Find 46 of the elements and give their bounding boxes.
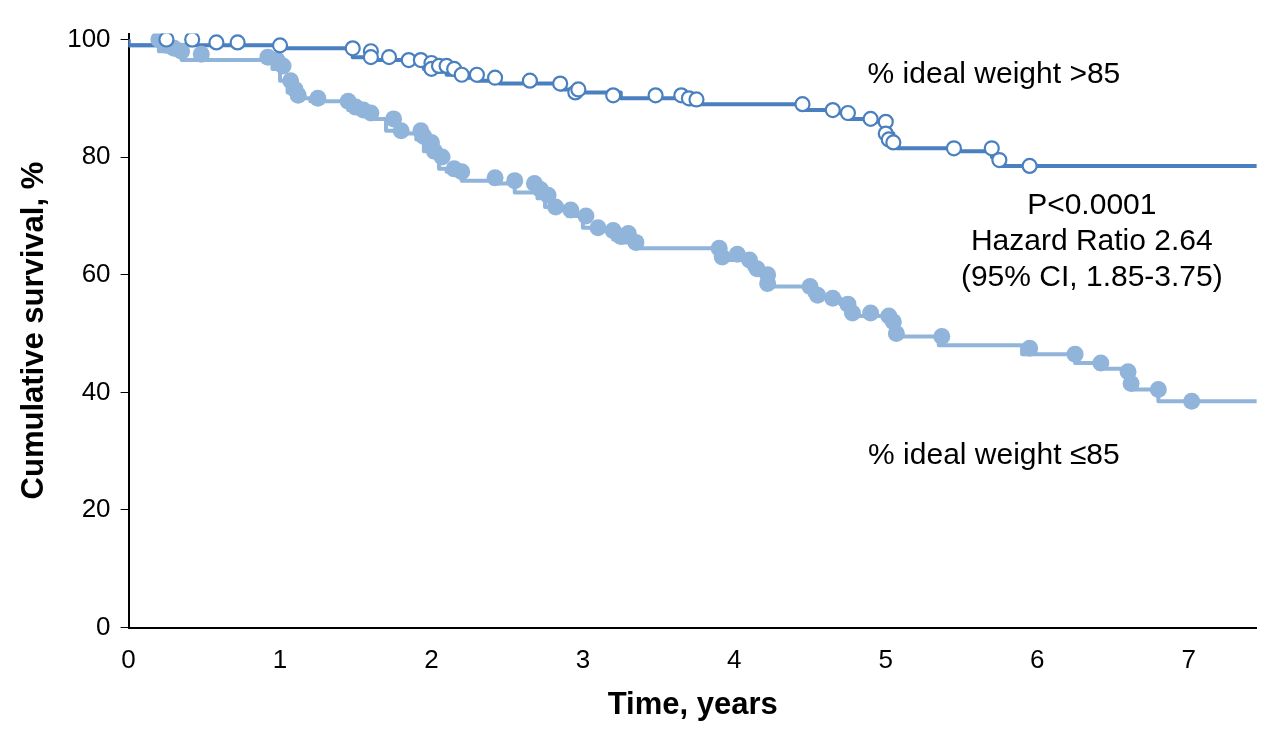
annotation: P<0.0001 xyxy=(1027,187,1157,221)
x-tick-label: 7 xyxy=(1181,644,1196,675)
x-tick-label: 3 xyxy=(575,644,591,675)
point xyxy=(362,49,379,66)
point xyxy=(839,104,857,122)
x-tick-label: 0 xyxy=(121,644,136,675)
point xyxy=(983,140,1000,157)
x-tick-label: 2 xyxy=(424,644,439,675)
point xyxy=(184,33,201,48)
y-tick-label: 40 xyxy=(81,375,111,406)
point xyxy=(552,75,569,92)
x-tick-label: 6 xyxy=(1029,644,1045,675)
point xyxy=(229,34,246,51)
point xyxy=(468,66,485,83)
point xyxy=(605,87,622,104)
y-axis-title: Cumulative survival, % xyxy=(15,161,51,500)
point xyxy=(647,87,664,104)
point xyxy=(862,110,879,127)
point xyxy=(794,96,811,113)
point xyxy=(208,34,225,51)
point xyxy=(453,66,470,83)
point xyxy=(945,140,963,157)
point xyxy=(344,40,361,57)
y-tick-label: 100 xyxy=(67,22,111,53)
y-tick-label: 20 xyxy=(81,493,111,524)
x-tick-label: 4 xyxy=(727,644,742,675)
series-label: % ideal weight >85 xyxy=(867,56,1121,90)
annotation: (95% CI, 1.85-3.75) xyxy=(960,259,1223,293)
point xyxy=(271,37,289,54)
point xyxy=(380,49,398,66)
point xyxy=(824,101,841,119)
x-tick-label: 5 xyxy=(878,644,894,675)
point xyxy=(486,69,504,86)
y-tick-label: 0 xyxy=(96,610,111,641)
annotation: Hazard Ratio 2.64 xyxy=(970,223,1213,257)
point xyxy=(521,72,538,89)
point xyxy=(688,91,705,108)
y-tick-label: 80 xyxy=(81,140,111,171)
y-tick-label: 60 xyxy=(81,257,111,288)
x-tick-label: 1 xyxy=(272,644,288,675)
point xyxy=(885,134,902,151)
point xyxy=(1021,157,1038,175)
point xyxy=(991,151,1008,169)
point xyxy=(158,33,175,48)
x-axis-title: Time, years xyxy=(607,685,778,721)
series-label: % ideal weight ≤85 xyxy=(868,436,1120,470)
